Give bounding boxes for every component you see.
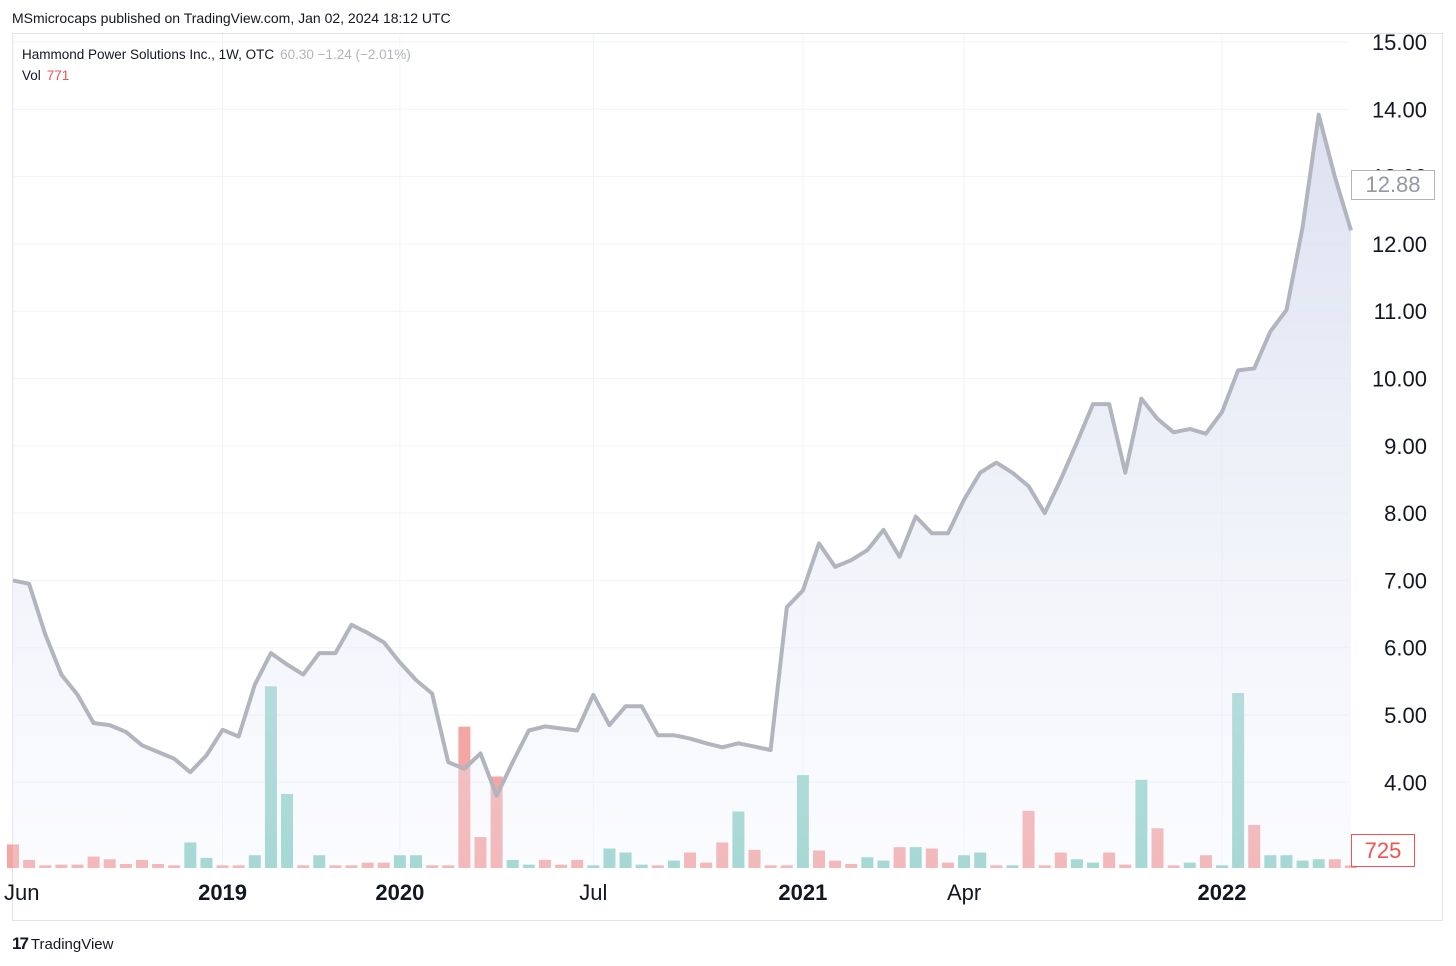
brand-name: TradingView — [30, 935, 114, 953]
y-tick-label: 10.00 — [1372, 367, 1427, 392]
volume-label: Vol — [22, 68, 41, 83]
y-tick-label: 4.00 — [1384, 770, 1427, 795]
time-axis: Jun 2019 2020 Jul 2021 Apr 2022 — [4, 880, 1246, 905]
publish-caption: MSmicrocaps published on TradingView.com… — [12, 10, 451, 26]
price-axis: 4.00 5.00 6.00 7.00 8.00 9.00 10.00 11.00 12.00 1… — [1372, 30, 1427, 795]
y-tick-label: 9.00 — [1384, 434, 1427, 459]
price-area — [13, 114, 1351, 868]
x-tick-label: 2022 — [1198, 880, 1247, 905]
last-price-tag: 12.88 — [1351, 170, 1435, 200]
chart-legend: Hammond Power Solutions Inc., 1W, OTC 60.… — [22, 44, 411, 86]
x-tick-label: Jun — [4, 880, 39, 905]
volume-value: 771 — [46, 68, 70, 83]
price-line — [12, 112, 1353, 798]
x-tick-label: Jul — [579, 880, 607, 905]
y-tick-label: 14.00 — [1372, 97, 1427, 122]
x-tick-label: Apr — [947, 880, 981, 905]
x-tick-label: 2020 — [375, 880, 424, 905]
y-tick-label: 5.00 — [1384, 703, 1427, 728]
y-tick-label: 12.00 — [1372, 232, 1427, 257]
tradingview-brand[interactable]: 17 TradingView — [12, 934, 113, 954]
ohlc-values: 60.30 −1.24 (−2.01%) — [280, 47, 411, 62]
symbol-title: Hammond Power Solutions Inc., 1W, OTC — [22, 47, 275, 62]
y-tick-label: 15.00 — [1372, 30, 1427, 55]
last-volume-tag: 725 — [1351, 834, 1415, 867]
tradingview-logo-icon: 17 — [12, 934, 29, 953]
x-tick-label: 2021 — [778, 880, 827, 905]
x-tick-label: 2019 — [198, 880, 247, 905]
y-tick-label: 8.00 — [1384, 501, 1427, 526]
y-tick-label: 6.00 — [1384, 636, 1427, 661]
y-tick-label: 7.00 — [1384, 568, 1427, 593]
y-tick-label: 11.00 — [1374, 299, 1427, 324]
